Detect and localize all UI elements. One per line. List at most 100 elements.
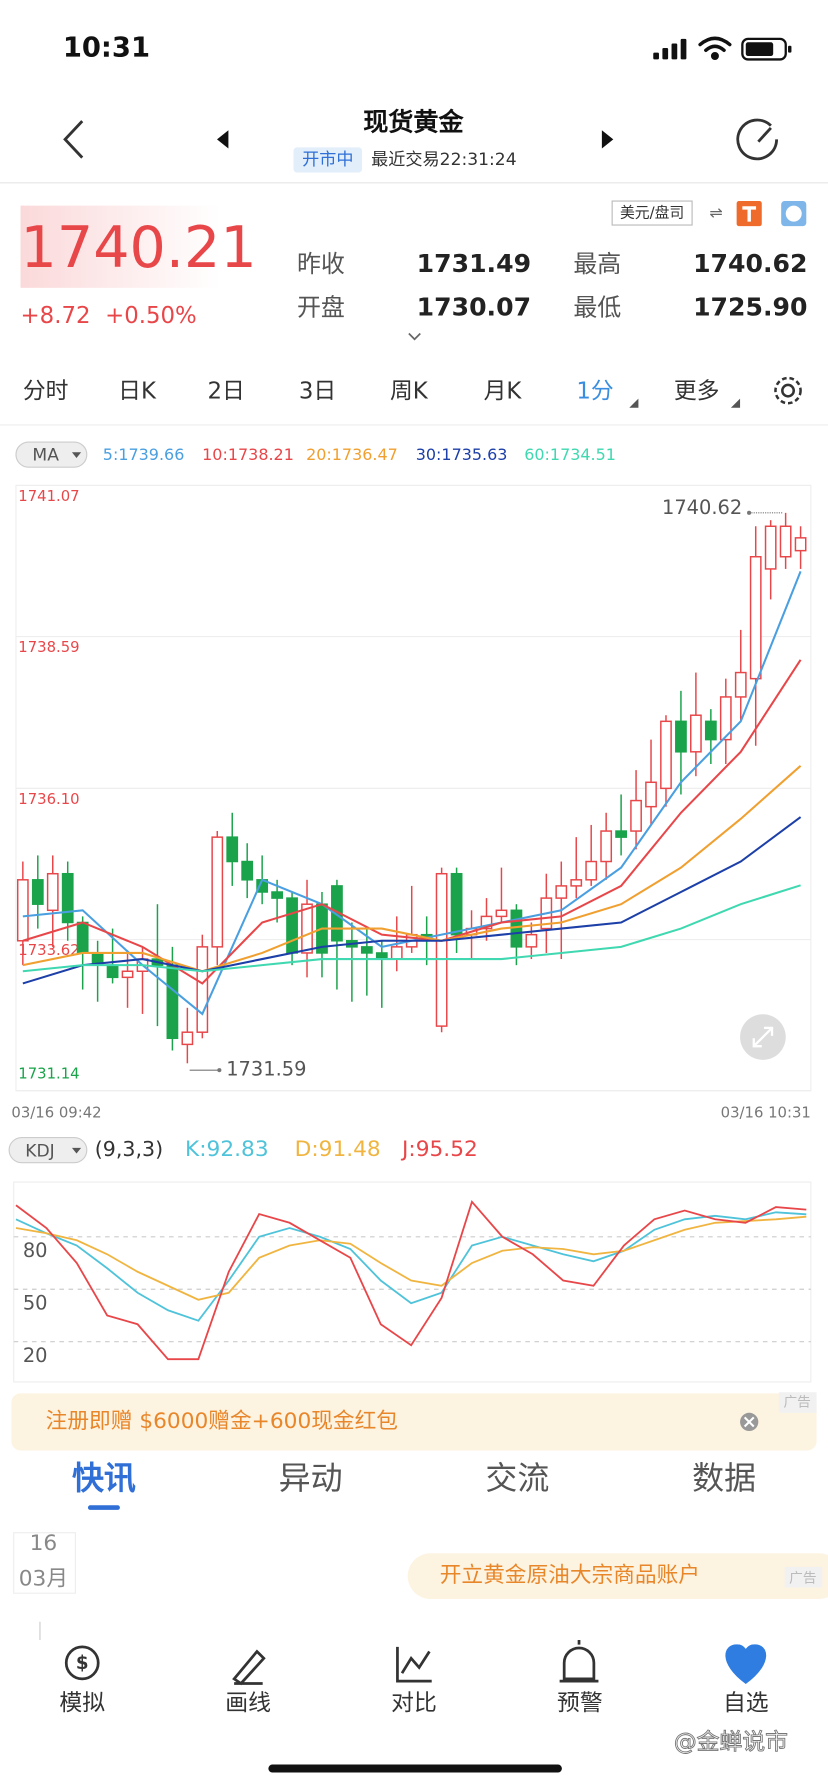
y-tick-label: 50 <box>23 1292 48 1315</box>
y-tick-label: 1736.10 <box>18 791 79 808</box>
y-tick-label: 20 <box>23 1344 48 1367</box>
home-indicator <box>268 1764 562 1773</box>
prev-button[interactable] <box>216 130 229 149</box>
ad-pill[interactable] <box>407 1553 828 1599</box>
expand-chevron[interactable] <box>408 332 421 341</box>
ad-tag: 广告 <box>789 1570 816 1586</box>
news-tab[interactable]: 数据 <box>692 1459 756 1497</box>
legend-entry: J:95.52 <box>400 1137 478 1162</box>
indicator-select[interactable] <box>8 1136 88 1164</box>
stat-value: 1731.49 <box>417 249 531 278</box>
period-tab[interactable]: 分时 <box>23 378 69 404</box>
candle-body <box>749 556 762 680</box>
dropdown-arrow <box>71 1147 82 1154</box>
legend-entry: 20:1736.47 <box>306 445 398 464</box>
period-tab[interactable]: 月K <box>484 378 523 404</box>
nav-label[interactable]: 对比 <box>391 1691 437 1717</box>
kdj-plot-frame <box>13 1181 812 1383</box>
ad-banner[interactable] <box>11 1393 817 1451</box>
news-tabs: 快讯 异动 交流 数据 <box>72 1459 756 1510</box>
candle-body <box>16 879 29 942</box>
legend-entry: D:91.48 <box>295 1137 381 1162</box>
indicator-name: MA <box>32 446 59 466</box>
period-tab[interactable]: 3日 <box>299 378 336 404</box>
candle-body <box>211 836 224 948</box>
watermark: @金蝉说市 <box>674 1729 788 1755</box>
price-change: +8.72 <box>21 303 91 329</box>
period-tab[interactable]: 周K <box>390 378 429 404</box>
legend-entry: K:92.83 <box>185 1137 269 1162</box>
y-tick-label: 1733.62 <box>18 942 79 959</box>
tab-corner <box>730 398 741 408</box>
series-line <box>15 1215 807 1301</box>
price-highlight <box>20 205 221 288</box>
candle-body <box>226 836 239 863</box>
candle-body <box>675 720 687 753</box>
candle-body <box>390 946 403 960</box>
date-box <box>13 1532 76 1594</box>
currency-box[interactable] <box>611 200 693 226</box>
candle-body <box>166 964 179 1040</box>
ad-tag: 广告 <box>783 1395 810 1411</box>
news-tab[interactable]: 交流 <box>485 1459 549 1497</box>
series-line <box>22 765 802 973</box>
high-annotation: 1740.62 <box>662 496 742 519</box>
next-button[interactable] <box>601 130 614 149</box>
last-trade: 最近交易22:31:24 <box>371 150 516 170</box>
clock: 10:31 <box>63 33 150 64</box>
candle-body <box>690 714 702 753</box>
wifi-icon <box>698 36 732 61</box>
period-tabs: 分时 日K 2日 3日 周K 月K 1分 更多 <box>23 378 741 408</box>
news-month: 03月 <box>19 1567 68 1592</box>
candle-body <box>734 671 747 698</box>
stat-label: 最低 <box>573 293 621 321</box>
market-badge <box>293 147 363 173</box>
nav-label[interactable]: 自选 <box>723 1691 769 1717</box>
period-tab[interactable]: 日K <box>118 378 157 404</box>
candle-body <box>46 872 59 912</box>
candle-body <box>271 891 283 899</box>
y-tick-label: 1731.14 <box>18 1066 79 1083</box>
legend-entry: 30:1735.63 <box>416 445 508 464</box>
period-tab[interactable]: 2日 <box>207 378 244 404</box>
x-label: 03/16 09:42 <box>11 1105 101 1122</box>
series-line <box>15 1211 807 1322</box>
nav-icon <box>725 1644 767 1685</box>
legend-entry: 5:1739.66 <box>103 445 185 464</box>
back-button[interactable] <box>63 120 84 159</box>
y-tick-label: 1738.59 <box>18 639 79 656</box>
nav-label[interactable]: 预警 <box>557 1691 603 1717</box>
candle-body <box>106 964 119 979</box>
series-line <box>22 816 802 985</box>
series-line <box>22 884 801 973</box>
candle-body <box>555 885 568 899</box>
news-day: 16 <box>30 1531 58 1556</box>
candle-body <box>660 720 672 790</box>
legend-entry: 10:1738.21 <box>202 445 294 464</box>
period-tab[interactable]: 更多 <box>674 378 720 404</box>
refresh-button[interactable] <box>736 118 779 161</box>
candle-body <box>645 781 657 808</box>
candle-body <box>630 799 642 832</box>
x-label: 03/16 10:31 <box>721 1105 811 1122</box>
period-tab[interactable]: 1分 <box>576 378 613 404</box>
news-tab[interactable]: 异动 <box>279 1459 343 1497</box>
indicator-select[interactable] <box>15 441 88 468</box>
candle-body <box>76 921 89 954</box>
annotation-dot <box>747 510 752 515</box>
candle-body <box>495 909 508 918</box>
nav-icon <box>396 1646 432 1683</box>
bottom-nav: 模拟 画线 对比 预警 自选 <box>59 1691 768 1717</box>
news-tab[interactable]: 快讯 <box>72 1459 136 1497</box>
indicator-params: (9,3,3) <box>95 1137 163 1161</box>
tab-corner <box>629 398 639 408</box>
last-price: 1740.21 <box>21 215 257 281</box>
settings-button[interactable] <box>774 376 802 405</box>
indicator-name: KDJ <box>25 1141 54 1161</box>
stat-value: 1730.07 <box>417 292 531 321</box>
nav-label[interactable]: 模拟 <box>59 1691 105 1717</box>
swap-icon[interactable]: ⇌ <box>709 203 722 222</box>
nav-label[interactable]: 画线 <box>225 1691 271 1717</box>
